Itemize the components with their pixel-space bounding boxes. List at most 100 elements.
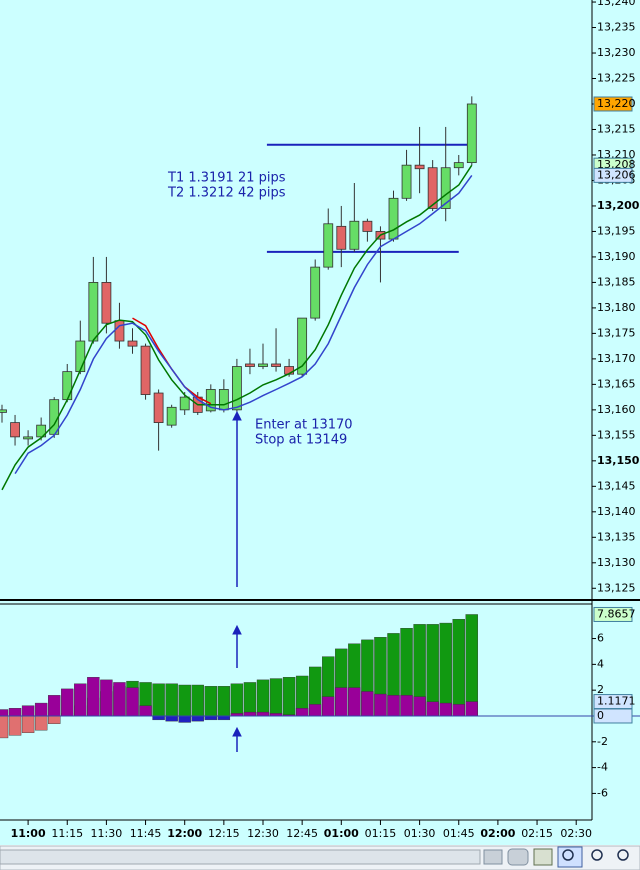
candle-body [179, 396, 190, 411]
indicator-bar [387, 695, 400, 717]
arrow-head [232, 410, 242, 421]
price-tag [593, 96, 633, 112]
value-tag [593, 708, 633, 724]
indicator-bar [335, 687, 348, 717]
ma-line [1, 164, 473, 491]
zoom-in[interactable] [617, 849, 629, 861]
indicator-bar [452, 704, 465, 717]
y-tick-label: -2 [597, 735, 608, 748]
indicator-bar [243, 682, 257, 717]
y-tick-label: 13,230 [597, 46, 636, 59]
indicator-bar [191, 715, 204, 722]
icon [562, 849, 574, 861]
scroll-thumb[interactable] [483, 849, 503, 865]
y-tick-label: 13,190 [597, 250, 636, 263]
x-tick-label: 01:45 [443, 827, 475, 840]
indicator-bar [322, 696, 335, 717]
y-tick-label: 13,200 [597, 199, 640, 212]
indicator-bar [204, 686, 218, 717]
x-tick-label: 11:45 [130, 827, 162, 840]
indicator-bar [48, 715, 61, 724]
candle-body [205, 389, 216, 412]
indicator-bar [217, 715, 231, 721]
candle-body [401, 164, 412, 199]
candle-body [140, 345, 151, 395]
candle-body [258, 363, 268, 367]
indicator-bar [21, 705, 35, 717]
candle-body [440, 167, 451, 209]
y-tick-label: 13,160 [597, 403, 636, 416]
price-tag-label: 13,206 [597, 168, 636, 181]
candle-body [297, 317, 308, 375]
scroll-right[interactable] [507, 848, 529, 866]
indicator-bar [295, 708, 309, 717]
indicator-bar [204, 715, 218, 721]
candle-body [36, 424, 47, 438]
candle-body [427, 167, 438, 209]
indicator-bar [465, 701, 478, 717]
indicator-bar [465, 614, 478, 717]
candle-body [388, 197, 399, 240]
annotation: Enter at 13170 [255, 418, 353, 433]
value-tag-label: 7.8657 [597, 607, 636, 620]
indicator-bar [400, 695, 413, 717]
y-tick-label: -6 [597, 786, 608, 799]
x-tick-label: 11:00 [11, 827, 46, 840]
x-tick-label: 12:00 [167, 827, 202, 840]
indicator-bar [309, 704, 322, 717]
ma-line [14, 174, 473, 475]
x-tick-label: 02:00 [480, 827, 515, 840]
candle-body [62, 371, 73, 401]
candle-body [271, 363, 281, 367]
x-tick-label: 02:15 [521, 827, 553, 840]
y-tick-label: -4 [597, 761, 608, 774]
indicator-bar [61, 688, 74, 717]
indicator-bar [165, 715, 178, 722]
y-tick-label: 13,150 [597, 454, 640, 467]
indicator-bar [452, 618, 465, 717]
candle-body [114, 320, 125, 342]
candle-body [23, 436, 34, 440]
indicator-bar [230, 683, 244, 717]
zoom-out[interactable] [591, 849, 603, 861]
y-tick-label: 13,215 [597, 122, 636, 135]
indicator-bar [139, 705, 152, 717]
indicator-bar [243, 711, 257, 717]
x-tick-label: 02:30 [560, 827, 592, 840]
indicator-bar [8, 708, 22, 717]
indicator-bar [374, 693, 387, 717]
tool-button[interactable] [533, 848, 553, 866]
indicator-bar [361, 691, 374, 717]
y-tick-label: 13,225 [597, 72, 636, 85]
indicator-bar [8, 715, 22, 736]
indicator-bar [178, 684, 191, 717]
y-tick-label: 13,170 [597, 352, 636, 365]
y-tick-label: 4 [597, 657, 604, 670]
indicator-bar [413, 696, 426, 717]
toolbar [0, 845, 640, 870]
value-tag-label: 1.1171 [597, 695, 636, 708]
y-tick-label: 13,145 [597, 479, 636, 492]
x-tick-label: 01:00 [324, 827, 359, 840]
indicator-bar [87, 677, 100, 717]
indicator-bar [34, 702, 48, 717]
candle-body [466, 103, 477, 164]
candle-body [127, 340, 138, 347]
indicator-bar [74, 683, 87, 717]
indicator-bar [269, 678, 283, 717]
x-tick-label: 12:45 [286, 827, 318, 840]
candle-body [310, 266, 321, 319]
arrows [232, 410, 242, 752]
indicator-bar [282, 677, 296, 717]
scrollbar[interactable] [0, 849, 481, 865]
candle-body [362, 220, 373, 232]
indicator-bar [0, 715, 9, 739]
y-tick-label: 13,135 [597, 530, 636, 543]
y-tick-label: 13,195 [597, 224, 636, 237]
value-tag [593, 606, 633, 622]
indicator-bar [217, 686, 231, 717]
indicator-bar [100, 679, 113, 717]
value-tag-label: 0 [597, 709, 604, 722]
